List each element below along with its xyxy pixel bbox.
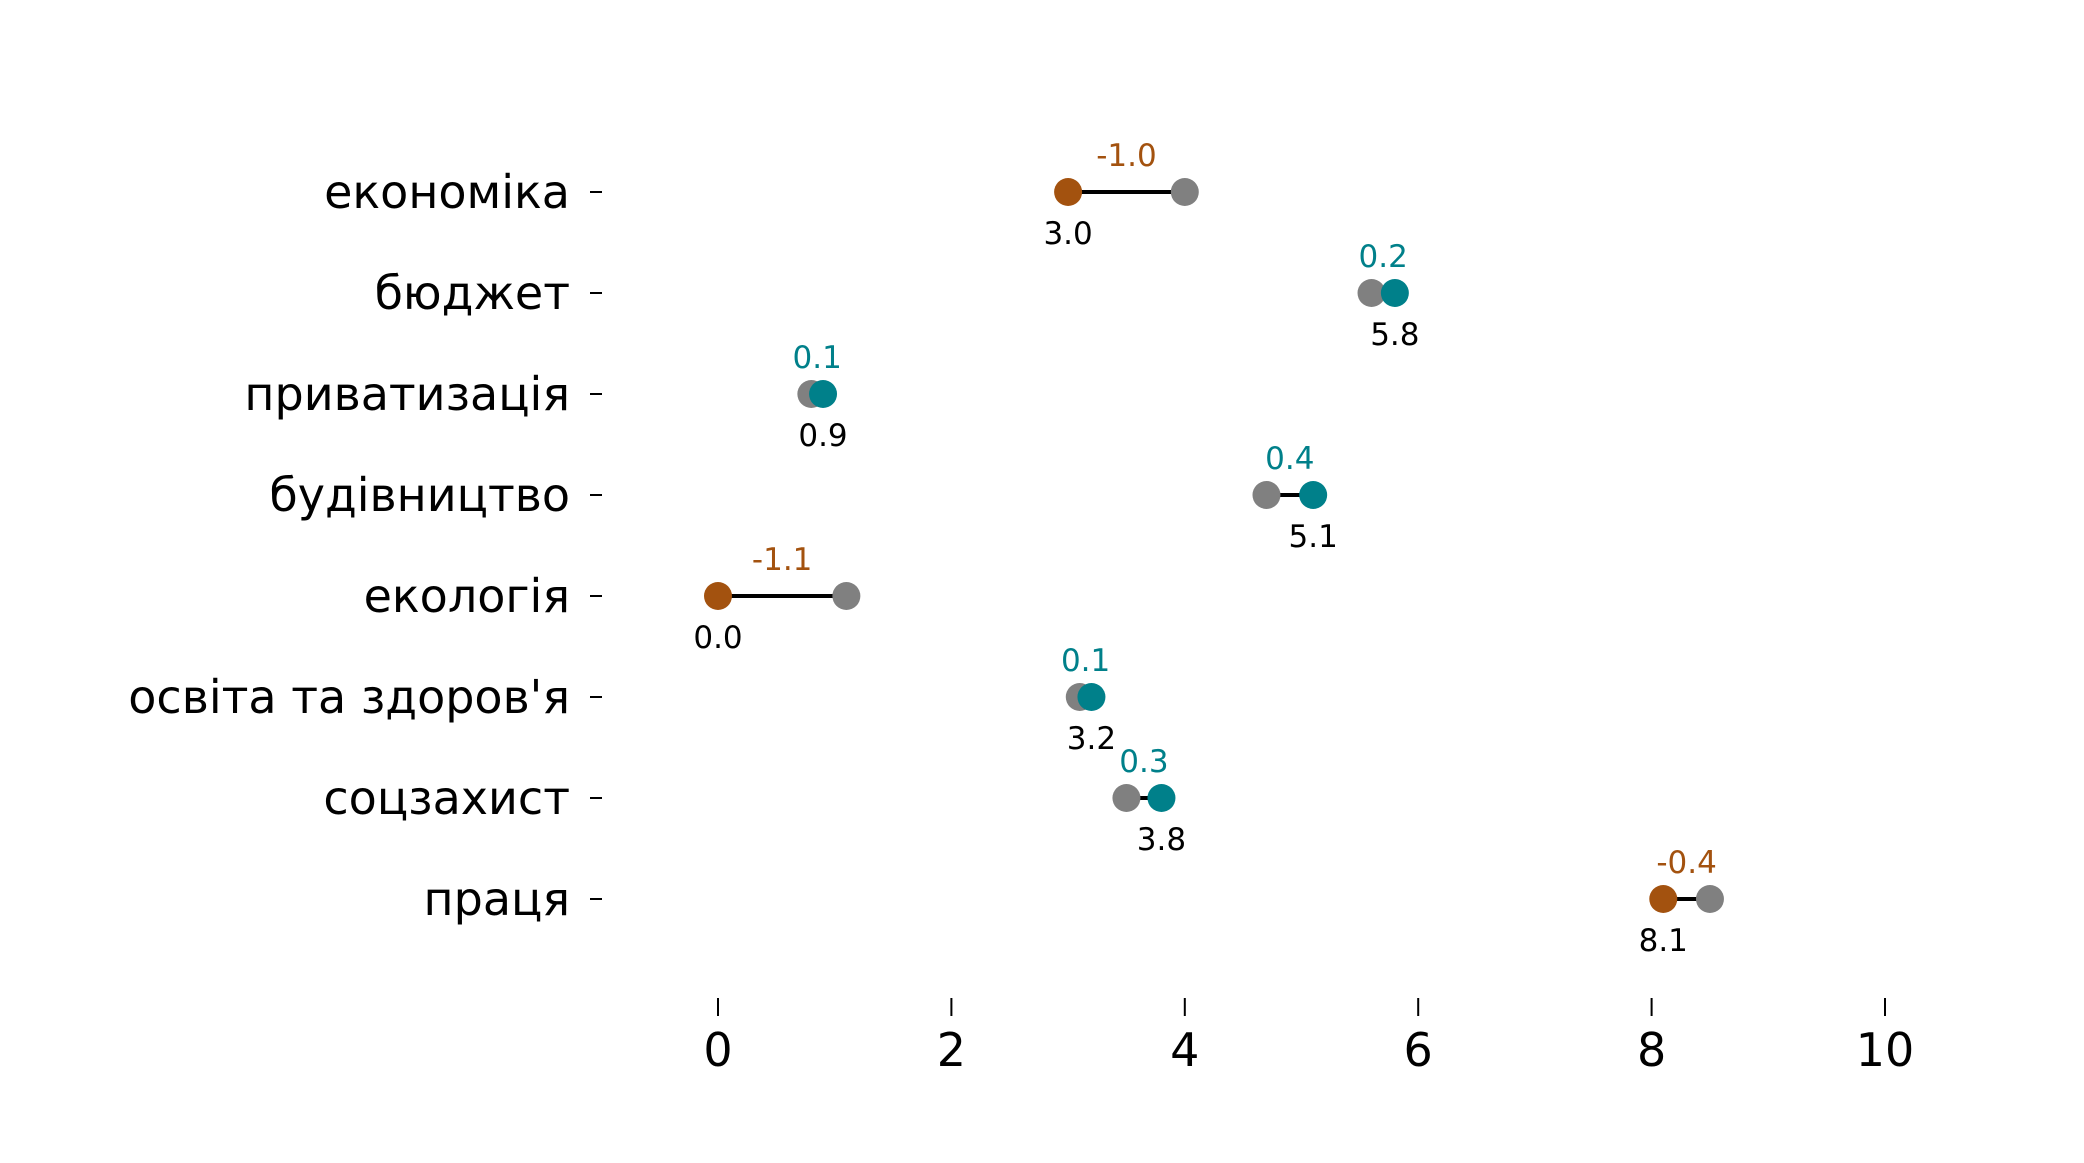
delta-label: 0.3 <box>1119 744 1168 780</box>
x-tick-label: 4 <box>1170 1023 1199 1077</box>
category-label: освіта та здоров'я <box>128 670 570 724</box>
delta-label: 0.2 <box>1359 239 1408 275</box>
previous-value-dot <box>1170 178 1199 206</box>
previous-value-dot <box>1695 885 1724 913</box>
current-value-dot <box>704 582 732 610</box>
x-tick-label: 8 <box>1637 1023 1666 1077</box>
previous-value-dot <box>1112 784 1141 812</box>
x-tick-label: 0 <box>703 1023 732 1077</box>
current-value-dot <box>1380 279 1409 307</box>
category-label: екологія <box>364 569 570 623</box>
category-label: приватизація <box>244 367 570 421</box>
current-value-dot <box>1054 178 1083 206</box>
value-label: 8.1 <box>1639 923 1688 959</box>
delta-label: 0.1 <box>1061 643 1110 679</box>
current-value-dot <box>1299 481 1328 509</box>
value-label: 3.0 <box>1043 216 1092 252</box>
value-label: 0.0 <box>693 620 742 656</box>
category-label: соцзахист <box>323 771 570 825</box>
delta-label: 0.4 <box>1265 441 1314 477</box>
value-label: 0.9 <box>798 418 847 454</box>
current-value-dot <box>1649 885 1678 913</box>
current-value-dot <box>1077 683 1106 711</box>
plot-area: економіка 3.0 -1.0 бюджет 5.8 0.2 приватизація… <box>128 138 1914 1077</box>
value-label: 5.8 <box>1370 317 1419 353</box>
previous-value-dot <box>1252 481 1281 509</box>
x-tick-label: 2 <box>937 1023 966 1077</box>
value-label: 3.8 <box>1137 822 1186 858</box>
x-tick-label: 10 <box>1856 1023 1915 1077</box>
category-label: бюджет <box>375 266 570 320</box>
x-tick-label: 6 <box>1404 1023 1433 1077</box>
category-label: праця <box>424 872 570 926</box>
category-label: будівництво <box>269 468 570 522</box>
previous-value-dot <box>1357 279 1386 307</box>
value-label: 5.1 <box>1289 519 1338 555</box>
current-value-dot <box>809 380 838 408</box>
previous-value-dot <box>832 582 861 610</box>
category-label: економіка <box>324 165 570 219</box>
delta-label: 0.1 <box>793 340 842 376</box>
current-value-dot <box>1147 784 1176 812</box>
delta-label: -0.4 <box>1656 845 1717 881</box>
value-label: 3.2 <box>1067 721 1116 757</box>
delta-label: -1.1 <box>752 542 813 578</box>
delta-label: -1.0 <box>1096 138 1157 174</box>
